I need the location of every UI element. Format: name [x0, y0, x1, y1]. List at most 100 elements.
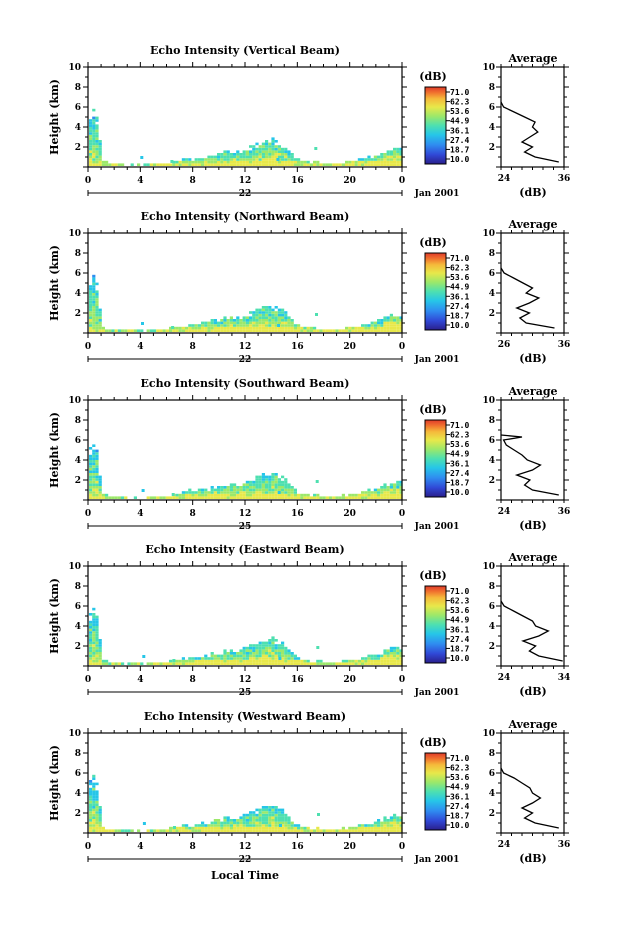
- echo-cell: [95, 137, 99, 140]
- echo-cell: [146, 329, 150, 332]
- echo-cell: [188, 324, 192, 327]
- echo-cell: [159, 329, 163, 332]
- echo-cell: [252, 313, 256, 317]
- echo-cell: [92, 326, 96, 330]
- echo-cell: [89, 457, 93, 460]
- echo-cell: [354, 496, 358, 499]
- echo-cell: [92, 329, 96, 332]
- echo-cell: [169, 326, 173, 330]
- echo-cell: [261, 808, 265, 812]
- echo-cell: [98, 475, 102, 479]
- echo-cell: [201, 491, 205, 494]
- echo-cell: [233, 491, 237, 494]
- echo-cell: [105, 493, 109, 497]
- echo-cell: [261, 145, 265, 148]
- echo-cell: [220, 319, 224, 322]
- echo-cell: [258, 478, 262, 481]
- echo-cell: [213, 821, 217, 825]
- echo-cell: [181, 662, 185, 665]
- echo-cell: [141, 489, 145, 492]
- echo-cell: [162, 496, 166, 499]
- echo-cell: [111, 163, 115, 166]
- echo-cell: [252, 821, 256, 825]
- echo-cell: [210, 496, 214, 499]
- echo-cell: [185, 329, 189, 332]
- echo-cell: [213, 657, 217, 660]
- echo-cell: [229, 483, 233, 486]
- echo-cell: [255, 480, 259, 484]
- echo-cell: [252, 147, 256, 151]
- echo-cell: [258, 480, 262, 484]
- echo-cell: [98, 496, 102, 499]
- echo-cell: [316, 646, 320, 649]
- echo-cell: [268, 483, 272, 486]
- echo-cell: [361, 826, 365, 830]
- echo-cell: [271, 641, 275, 645]
- echo-cell: [217, 153, 221, 156]
- echo-cell: [386, 493, 390, 497]
- echo-cell: [303, 496, 307, 499]
- x-tick-label: 12: [239, 509, 252, 519]
- echo-cell: [258, 641, 262, 645]
- echo-cell: [255, 824, 259, 827]
- echo-cell: [172, 829, 176, 832]
- echo-cell: [367, 488, 371, 492]
- y-tick-label: 6: [75, 269, 81, 279]
- x-tick-label: 0: [399, 176, 405, 186]
- echo-cell: [367, 324, 371, 327]
- echo-cell: [210, 493, 214, 497]
- echo-cell: [396, 158, 400, 161]
- echo-cell: [348, 496, 352, 499]
- echo-cell: [207, 155, 211, 159]
- average-y-tick-label: 10: [482, 63, 495, 73]
- colorbar-unit: (dB): [419, 70, 446, 83]
- echo-cell: [242, 819, 246, 822]
- echo-cell: [124, 329, 128, 332]
- echo-cell: [271, 486, 275, 489]
- echo-cell: [242, 662, 246, 665]
- echo-cell: [242, 488, 246, 492]
- echo-cell: [194, 657, 198, 660]
- echo-cell: [89, 287, 93, 291]
- echo-cell: [265, 153, 269, 156]
- echo-cell: [252, 150, 256, 153]
- echo-cell: [92, 491, 96, 494]
- echo-cell: [217, 488, 221, 492]
- echo-cell: [217, 819, 221, 822]
- echo-cell: [306, 160, 310, 164]
- x-tick-label: 0: [85, 509, 91, 519]
- colorbar-tick-label: 44.9: [450, 117, 469, 126]
- echo-cell: [204, 163, 208, 166]
- echo-cell: [258, 493, 262, 497]
- echo-cell: [249, 659, 253, 663]
- echo-cell: [89, 646, 93, 650]
- echo-cell: [377, 654, 381, 658]
- echo-cell: [306, 163, 310, 166]
- echo-cell: [178, 826, 182, 830]
- echo-cell: [399, 491, 403, 494]
- echo-cell: [89, 631, 93, 634]
- echo-cell: [178, 493, 182, 497]
- echo-cell: [281, 163, 285, 166]
- echo-cell: [95, 457, 99, 460]
- colorbar-tick-label: 10.0: [450, 821, 469, 830]
- echo-cell: [258, 147, 262, 151]
- echo-cell: [226, 319, 230, 322]
- echo-cell: [98, 160, 102, 164]
- echo-cell: [220, 324, 224, 327]
- echo-cell: [226, 829, 230, 832]
- echo-cell: [316, 826, 320, 830]
- echo-cell: [133, 496, 137, 499]
- echo-cell: [95, 782, 99, 786]
- echo-cell: [268, 475, 272, 479]
- average-frame: [500, 66, 565, 168]
- echo-cell: [181, 493, 185, 497]
- echo-cell: [239, 829, 243, 832]
- echo-cell: [290, 654, 294, 658]
- echo-cell: [258, 826, 262, 830]
- echo-cell: [367, 329, 371, 332]
- echo-cell: [351, 329, 355, 332]
- echo-cell: [245, 321, 249, 325]
- echo-cell: [92, 483, 96, 486]
- echo-cell: [255, 326, 259, 330]
